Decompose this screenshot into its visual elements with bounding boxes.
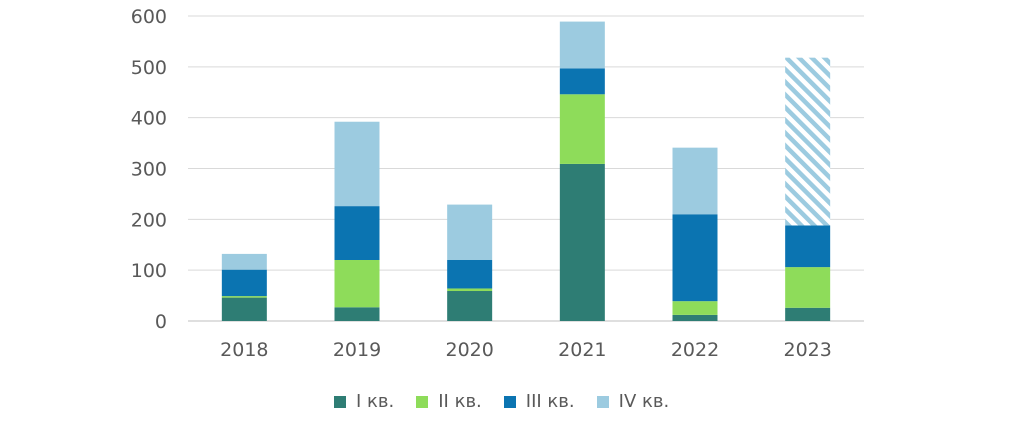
bar-segment-2021-IIкв bbox=[559, 94, 605, 164]
y-tick-label: 600 bbox=[131, 6, 167, 28]
bar-segment-2022-IIкв bbox=[672, 301, 718, 315]
bar-segment-2019-Iкв bbox=[334, 307, 380, 321]
legend-item: II кв. bbox=[416, 391, 482, 412]
gridlines bbox=[188, 15, 864, 322]
y-tick-label: 100 bbox=[131, 260, 167, 282]
y-axis-ticks: 0 100 200 300 400 500 600 bbox=[131, 6, 167, 333]
bar-segment-2020-IIIкв bbox=[447, 260, 493, 289]
legend-label: I кв. bbox=[356, 391, 395, 412]
bar-segment-2018-IIIкв bbox=[221, 269, 267, 297]
bar-segment-2019-IIIкв bbox=[334, 206, 380, 260]
bar-segment-2022-Iкв bbox=[672, 314, 718, 321]
y-tick-label: 400 bbox=[131, 108, 167, 130]
bar-segment-2020-Iкв bbox=[447, 291, 493, 321]
bar-segment-2020-IIкв bbox=[447, 288, 493, 292]
legend-swatch bbox=[416, 395, 429, 408]
legend-label: II кв. bbox=[438, 391, 482, 412]
bar-segment-2022-IIIкв bbox=[672, 214, 718, 302]
bar-segment-2023-IIIкв bbox=[785, 225, 831, 268]
legend-item: I кв. bbox=[334, 391, 394, 412]
bar-segment-2022-IVкв bbox=[672, 147, 718, 215]
x-tick-label: 2018 bbox=[220, 339, 268, 361]
x-axis-ticks: 2018 2019 2020 2021 2022 2023 bbox=[220, 339, 832, 361]
bar-segment-2023-IVкв bbox=[785, 57, 831, 226]
legend-swatch bbox=[596, 395, 609, 408]
bar-segment-2021-IVкв bbox=[559, 21, 605, 69]
y-tick-label: 500 bbox=[131, 57, 167, 79]
x-tick-label: 2022 bbox=[671, 339, 719, 361]
bar-segment-2020-IVкв bbox=[447, 204, 493, 260]
x-tick-label: 2019 bbox=[333, 339, 381, 361]
stacked-bar-chart: 0 100 200 300 400 500 600 2018 2019 2020 2021 2022… bbox=[131, 6, 864, 361]
y-tick-label: 200 bbox=[131, 209, 167, 231]
legend-swatch bbox=[503, 395, 516, 408]
bar-segment-2018-IIкв bbox=[221, 296, 267, 298]
y-tick-label: 300 bbox=[131, 159, 167, 181]
legend: I кв. II кв. III кв. IV кв. bbox=[0, 391, 1024, 419]
legend-label: III кв. bbox=[525, 391, 575, 412]
bar-segment-2018-Iкв bbox=[221, 297, 267, 321]
bars bbox=[221, 21, 831, 321]
legend-swatch bbox=[334, 395, 346, 408]
bar-segment-2023-IIкв bbox=[785, 267, 831, 308]
x-tick-label: 2023 bbox=[783, 339, 831, 361]
bar-segment-2018-IVкв bbox=[221, 253, 267, 270]
bar-segment-2019-IIкв bbox=[334, 260, 380, 308]
legend-item: III кв. bbox=[503, 391, 575, 412]
legend-label: IV кв. bbox=[618, 391, 670, 412]
bar-segment-2021-Iкв bbox=[559, 163, 605, 321]
bar-segment-2019-IVкв bbox=[334, 121, 380, 207]
legend-item: IV кв. bbox=[596, 391, 670, 412]
bar-segment-2021-IIIкв bbox=[559, 68, 605, 95]
bar-segment-2023-Iкв bbox=[785, 307, 831, 321]
x-tick-label: 2021 bbox=[558, 339, 606, 361]
x-tick-label: 2020 bbox=[445, 339, 493, 361]
y-tick-label: 0 bbox=[155, 311, 167, 333]
